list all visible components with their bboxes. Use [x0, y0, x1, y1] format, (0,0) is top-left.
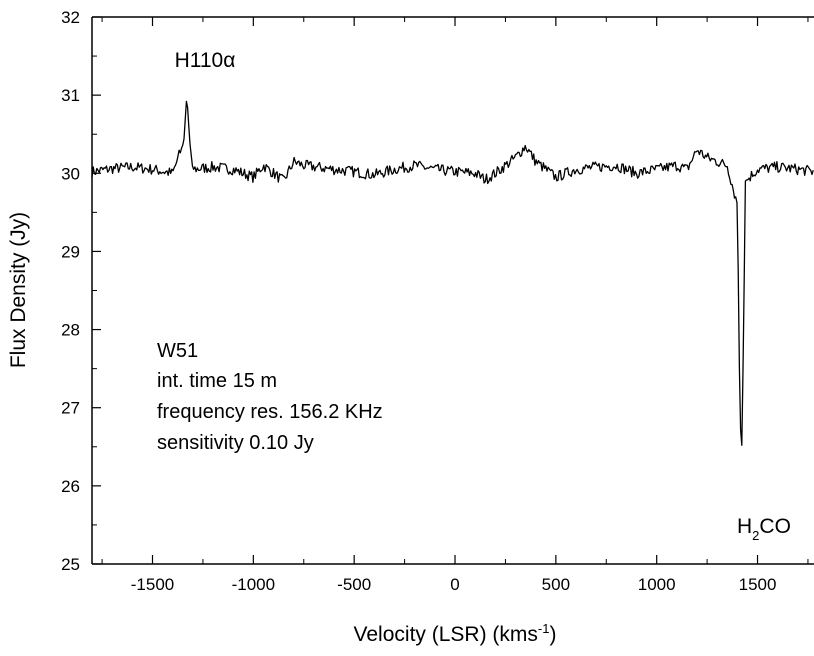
y-tick-label: 28: [61, 321, 80, 340]
x-axis-title: Velocity (LSR) (kms-1): [354, 621, 557, 646]
info-line-source: W51: [157, 340, 198, 362]
spectrum-line: [91, 100, 814, 446]
y-tick-label: 30: [61, 164, 80, 183]
x-tick-label: 1000: [638, 575, 676, 594]
series-group: [91, 100, 814, 446]
y-tick-label: 27: [61, 399, 80, 418]
y-tick-label: 25: [61, 555, 80, 574]
y-tick-label: 32: [61, 8, 80, 27]
x-tick-label: 1500: [739, 575, 777, 594]
x-tick-label: 500: [542, 575, 570, 594]
y-tick-label: 31: [61, 86, 80, 105]
y-axis-ticks: 25 26 27 28 29 30 31 32: [61, 8, 101, 574]
x-tick-label: -1500: [131, 575, 174, 594]
info-line-sensitivity: sensitivity 0.10 Jy: [157, 432, 314, 454]
y-axis-title: Flux Density (Jy): [7, 212, 30, 368]
info-line-freq-res: frequency res. 156.2 KHz: [157, 401, 383, 423]
y-tick-label: 29: [61, 242, 80, 261]
peak-label-h2co: H2CO: [737, 515, 791, 543]
x-tick-label: -500: [337, 575, 371, 594]
peak-label-h110alpha: H110α: [175, 49, 236, 72]
info-line-int-time: int. time 15 m: [157, 370, 277, 392]
info-box: W51 int. time 15 m frequency res. 156.2 …: [157, 340, 383, 454]
plot-frame: [91, 16, 814, 565]
x-axis-ticks: -1500 -1000 -500 0 500 1000 1500: [101, 17, 809, 594]
y-tick-label: 26: [61, 477, 80, 496]
x-tick-label: -1000: [232, 575, 275, 594]
x-tick-label: 0: [450, 575, 459, 594]
